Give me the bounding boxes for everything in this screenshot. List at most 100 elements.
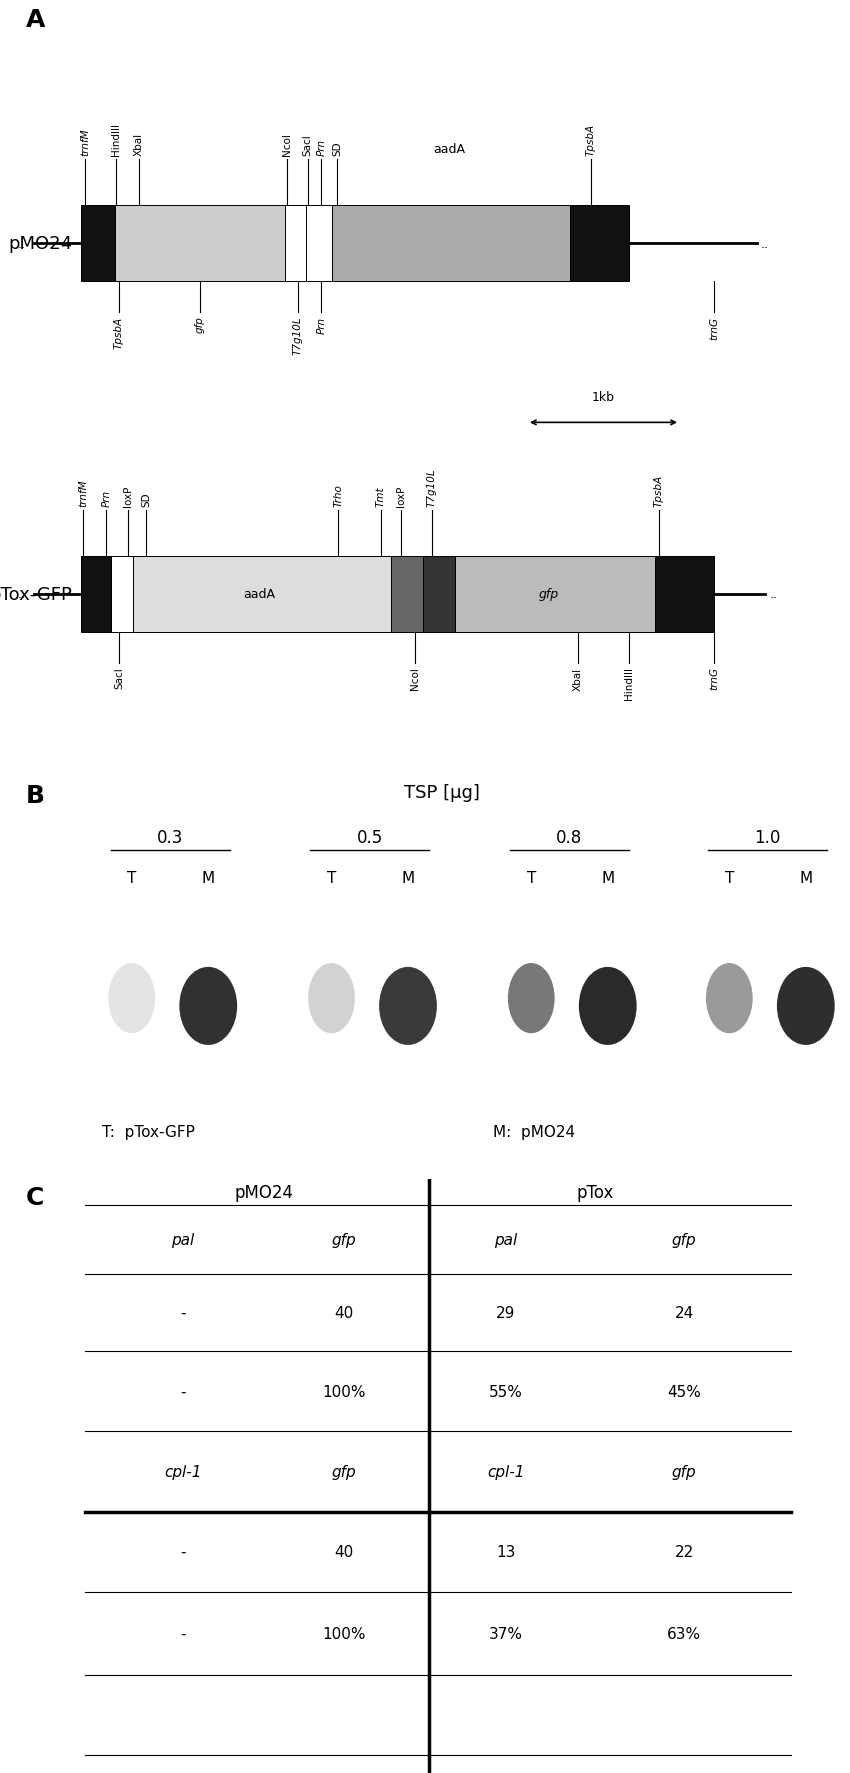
Bar — [391, 557, 423, 633]
Text: trnfM: trnfM — [80, 129, 90, 156]
Text: TpsbA: TpsbA — [654, 475, 664, 507]
Text: ..: .. — [761, 238, 768, 250]
Text: M: M — [799, 871, 813, 885]
Bar — [110, 557, 133, 633]
Text: M: M — [601, 871, 615, 885]
Text: loxP: loxP — [396, 486, 406, 507]
Bar — [81, 206, 115, 282]
Bar — [115, 206, 285, 282]
Text: 55%: 55% — [489, 1385, 523, 1399]
Ellipse shape — [109, 963, 155, 1034]
Text: 100%: 100% — [322, 1626, 366, 1642]
Text: trnfM: trnfM — [78, 479, 88, 507]
Text: trnG: trnG — [709, 667, 719, 690]
Text: pal: pal — [171, 1232, 195, 1248]
Text: 22: 22 — [675, 1544, 694, 1558]
Text: SacI: SacI — [114, 667, 124, 690]
Text: ..: .. — [18, 589, 26, 601]
Text: TpsbA: TpsbA — [586, 124, 596, 156]
Ellipse shape — [507, 963, 554, 1034]
Text: 0.3: 0.3 — [156, 828, 184, 846]
Text: T: T — [127, 871, 137, 885]
Ellipse shape — [579, 968, 637, 1046]
Text: T: T — [326, 871, 337, 885]
Bar — [423, 557, 455, 633]
Text: pTox-GFP: pTox-GFP — [0, 585, 72, 603]
Text: XbaI: XbaI — [573, 667, 583, 690]
Text: HindIII: HindIII — [624, 667, 634, 700]
Text: aadA: aadA — [243, 589, 275, 601]
Text: SacI: SacI — [303, 135, 313, 156]
Bar — [654, 557, 714, 633]
Ellipse shape — [179, 968, 237, 1046]
Text: gfp: gfp — [195, 316, 205, 333]
Text: trnG: trnG — [709, 316, 719, 339]
Text: M: M — [201, 871, 215, 885]
Text: gfp: gfp — [672, 1464, 696, 1479]
Text: loxP: loxP — [122, 486, 133, 507]
Text: 40: 40 — [335, 1305, 354, 1321]
Bar — [285, 206, 306, 282]
Text: SD: SD — [141, 493, 151, 507]
Text: gfp: gfp — [672, 1232, 696, 1248]
Text: pMO24: pMO24 — [8, 236, 72, 254]
Text: 100%: 100% — [322, 1385, 366, 1399]
Text: pal: pal — [494, 1232, 518, 1248]
Ellipse shape — [777, 968, 835, 1046]
Text: cpl-1: cpl-1 — [487, 1464, 524, 1479]
Text: -: - — [180, 1385, 185, 1399]
Text: 40: 40 — [335, 1544, 354, 1558]
Text: ..: .. — [769, 589, 777, 601]
Text: C: C — [26, 1184, 44, 1209]
Text: Trho: Trho — [333, 484, 343, 507]
Text: gfp: gfp — [332, 1232, 356, 1248]
Text: 13: 13 — [496, 1544, 515, 1558]
Text: -: - — [180, 1626, 185, 1642]
Text: M:  pMO24: M: pMO24 — [493, 1124, 575, 1138]
Bar — [306, 206, 332, 282]
Text: Prn: Prn — [316, 138, 326, 156]
Ellipse shape — [706, 963, 752, 1034]
Text: gfp: gfp — [332, 1464, 356, 1479]
Bar — [570, 206, 629, 282]
Text: NcoI: NcoI — [410, 667, 420, 690]
Text: 37%: 37% — [489, 1626, 523, 1642]
Text: A: A — [26, 7, 45, 32]
Ellipse shape — [308, 963, 355, 1034]
Text: Prn: Prn — [316, 316, 326, 333]
Text: -: - — [180, 1544, 185, 1558]
Text: 29: 29 — [496, 1305, 515, 1321]
Bar — [81, 557, 110, 633]
Text: 24: 24 — [675, 1305, 694, 1321]
Text: HindIII: HindIII — [110, 124, 121, 156]
Text: TpsbA: TpsbA — [114, 316, 124, 349]
Text: T:  pTox-GFP: T: pTox-GFP — [102, 1124, 195, 1138]
Text: cpl-1: cpl-1 — [164, 1464, 201, 1479]
Text: T: T — [724, 871, 734, 885]
Text: 1.0: 1.0 — [754, 828, 781, 846]
Text: aadA: aadA — [433, 144, 465, 156]
Text: 0.8: 0.8 — [557, 828, 582, 846]
Bar — [133, 557, 391, 633]
Ellipse shape — [379, 968, 437, 1046]
Text: ..: .. — [18, 238, 26, 250]
Bar — [455, 557, 654, 633]
Text: T: T — [526, 871, 536, 885]
Text: 1kb: 1kb — [592, 392, 615, 404]
Text: M: M — [401, 871, 415, 885]
Text: 0.5: 0.5 — [357, 828, 382, 846]
Text: 45%: 45% — [667, 1385, 701, 1399]
Text: TSP [μg]: TSP [μg] — [404, 784, 480, 801]
Text: T7g10L: T7g10L — [427, 468, 437, 507]
Bar — [332, 206, 570, 282]
Text: Prn: Prn — [101, 489, 111, 507]
Text: gfp: gfp — [538, 589, 558, 601]
Text: T7g10L: T7g10L — [292, 316, 303, 355]
Text: XbaI: XbaI — [133, 133, 144, 156]
Text: pTox: pTox — [576, 1183, 614, 1202]
Text: SD: SD — [332, 142, 343, 156]
Text: 63%: 63% — [667, 1626, 701, 1642]
Text: pMO24: pMO24 — [234, 1183, 293, 1202]
Text: NcoI: NcoI — [282, 133, 292, 156]
Text: B: B — [26, 784, 44, 808]
